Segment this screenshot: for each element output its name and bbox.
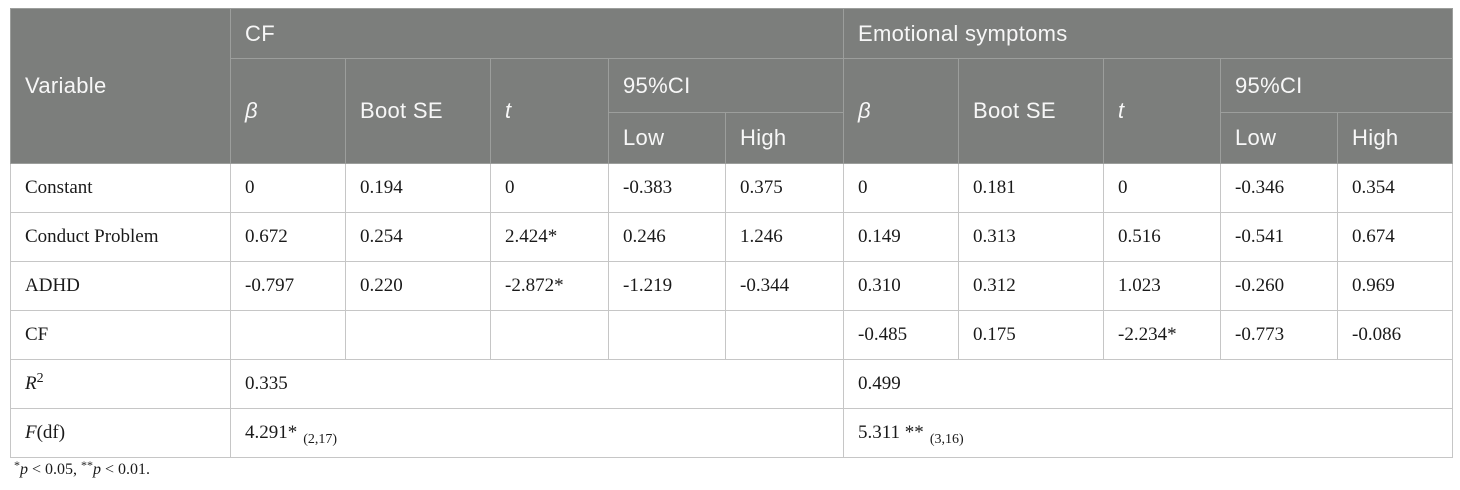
table-cell	[230, 310, 346, 360]
header-t-es: t	[1103, 58, 1222, 164]
table-cell: -0.773	[1220, 310, 1339, 360]
table-cell: 2.424*	[490, 212, 609, 262]
table-row-adhd: ADHD -0.797 0.220 -2.872* -1.219 -0.344 …	[10, 261, 1454, 311]
table-row-f-df: F(df) 4.291* (2,17) 5.311 ** (3,16)	[10, 408, 1454, 458]
table-cell: -0.346	[1220, 163, 1339, 213]
table-cell: 1.246	[724, 212, 845, 262]
header-group-emotional-symptoms: Emotional symptoms	[843, 8, 1454, 59]
header-high-es: High	[1337, 112, 1454, 164]
row-label: CF	[10, 310, 231, 360]
header-ci-es: 95%CI	[1220, 58, 1454, 113]
table-cell: 0.354	[1337, 163, 1454, 213]
row-label-r-squared: R2	[10, 359, 231, 409]
row-label: Constant	[10, 163, 231, 213]
table-cell: 0	[230, 163, 346, 213]
table-cell: 0.312	[958, 261, 1105, 311]
r-squared-exponent: 2	[36, 371, 44, 386]
r-squared-es-value: 0.499	[843, 359, 1454, 409]
r-squared-base: R	[25, 373, 37, 394]
f-label-df: (df)	[36, 422, 66, 443]
footnote-star-1: *	[14, 458, 20, 472]
footnote-seg-2: < 0.01.	[101, 461, 151, 478]
f-es-value-cell: 5.311 ** (3,16)	[843, 408, 1454, 458]
header-low-es: Low	[1220, 112, 1339, 164]
table-cell: -0.260	[1220, 261, 1339, 311]
table-cell: -2.234*	[1103, 310, 1222, 360]
header-ci-cf: 95%CI	[607, 58, 845, 113]
header-high-cf: High	[724, 112, 845, 164]
table-cell: 0.375	[724, 163, 845, 213]
table-cell: -0.541	[1220, 212, 1339, 262]
header-row-lowhigh: Low High Low High	[11, 112, 1454, 164]
significance-footnote: *p < 0.05, **p < 0.01.	[14, 458, 150, 479]
table-row-cf: CF -0.485 0.175 -2.234* -0.773 -0.086	[10, 310, 1454, 360]
header-variable: Variable	[10, 8, 231, 164]
table-cell: 0.672	[230, 212, 346, 262]
table-cell: -0.344	[724, 261, 845, 311]
table-cell	[608, 310, 726, 360]
table-cell	[345, 310, 491, 360]
header-group-cf: CF	[229, 8, 845, 59]
table-row-constant: Constant 0 0.194 0 -0.383 0.375 0 0.181 …	[10, 163, 1454, 213]
table-cell	[724, 310, 845, 360]
table-cell: 0.310	[843, 261, 960, 311]
footnote-seg-1: < 0.05,	[28, 461, 82, 478]
table-cell: 0.149	[843, 212, 960, 262]
table-cell: -0.797	[230, 261, 346, 311]
f-cf-value-cell: 4.291* (2,17)	[229, 408, 845, 458]
header-beta-es: β	[843, 58, 960, 164]
f-es-df: (3,16)	[929, 432, 964, 447]
table-cell: 0.313	[958, 212, 1105, 262]
table-cell: -1.219	[608, 261, 726, 311]
table-cell: 0.969	[1337, 261, 1454, 311]
r-squared-cf-value: 0.335	[229, 359, 845, 409]
header-row-groups: Variable CF Emotional symptoms	[10, 8, 1454, 164]
table-cell: 0.516	[1103, 212, 1222, 262]
footnote-star-2: **	[81, 458, 94, 472]
table-cell: 0.254	[345, 212, 491, 262]
table-cell: 0.181	[958, 163, 1105, 213]
table-cell: 0.220	[345, 261, 491, 311]
header-low-cf: Low	[608, 112, 726, 164]
footnote-p-2: p	[93, 461, 102, 478]
header-bootse-es: Boot SE	[958, 58, 1105, 164]
table-cell: 0	[1103, 163, 1222, 213]
table-row-r-squared: R2 0.335 0.499	[10, 359, 1454, 409]
f-label: F	[25, 422, 37, 443]
table-cell: -0.086	[1337, 310, 1454, 360]
row-label: Conduct Problem	[10, 212, 231, 262]
table-cell: 0.194	[345, 163, 491, 213]
table-cell: 0.674	[1337, 212, 1454, 262]
table-cell: -0.485	[843, 310, 960, 360]
header-beta-cf: β	[230, 58, 346, 164]
f-cf-value: 4.291*	[245, 422, 298, 443]
row-label-f-df: F(df)	[10, 408, 231, 458]
table-cell: 0	[490, 163, 609, 213]
table-cell: 0.246	[608, 212, 726, 262]
f-cf-df: (2,17)	[303, 432, 338, 447]
header-bootse-cf: Boot SE	[345, 58, 491, 164]
footnote-p-1: p	[20, 461, 28, 478]
table-cell: 1.023	[1103, 261, 1222, 311]
header-t-cf: t	[490, 58, 609, 164]
table-cell	[490, 310, 609, 360]
table-cell: 0	[843, 163, 960, 213]
table-cell: 0.175	[958, 310, 1105, 360]
table-row-conduct-problem: Conduct Problem 0.672 0.254 2.424* 0.246…	[10, 212, 1454, 262]
f-es-value: 5.311 **	[858, 422, 924, 443]
table-cell: -2.872*	[490, 261, 609, 311]
regression-table: Variable CF Emotional symptoms β Boot SE…	[10, 8, 1454, 458]
row-label: ADHD	[10, 261, 231, 311]
table-cell: -0.383	[608, 163, 726, 213]
header-row-stats: β Boot SE t 95%CI β Boot SE t 95%CI	[11, 58, 1454, 164]
